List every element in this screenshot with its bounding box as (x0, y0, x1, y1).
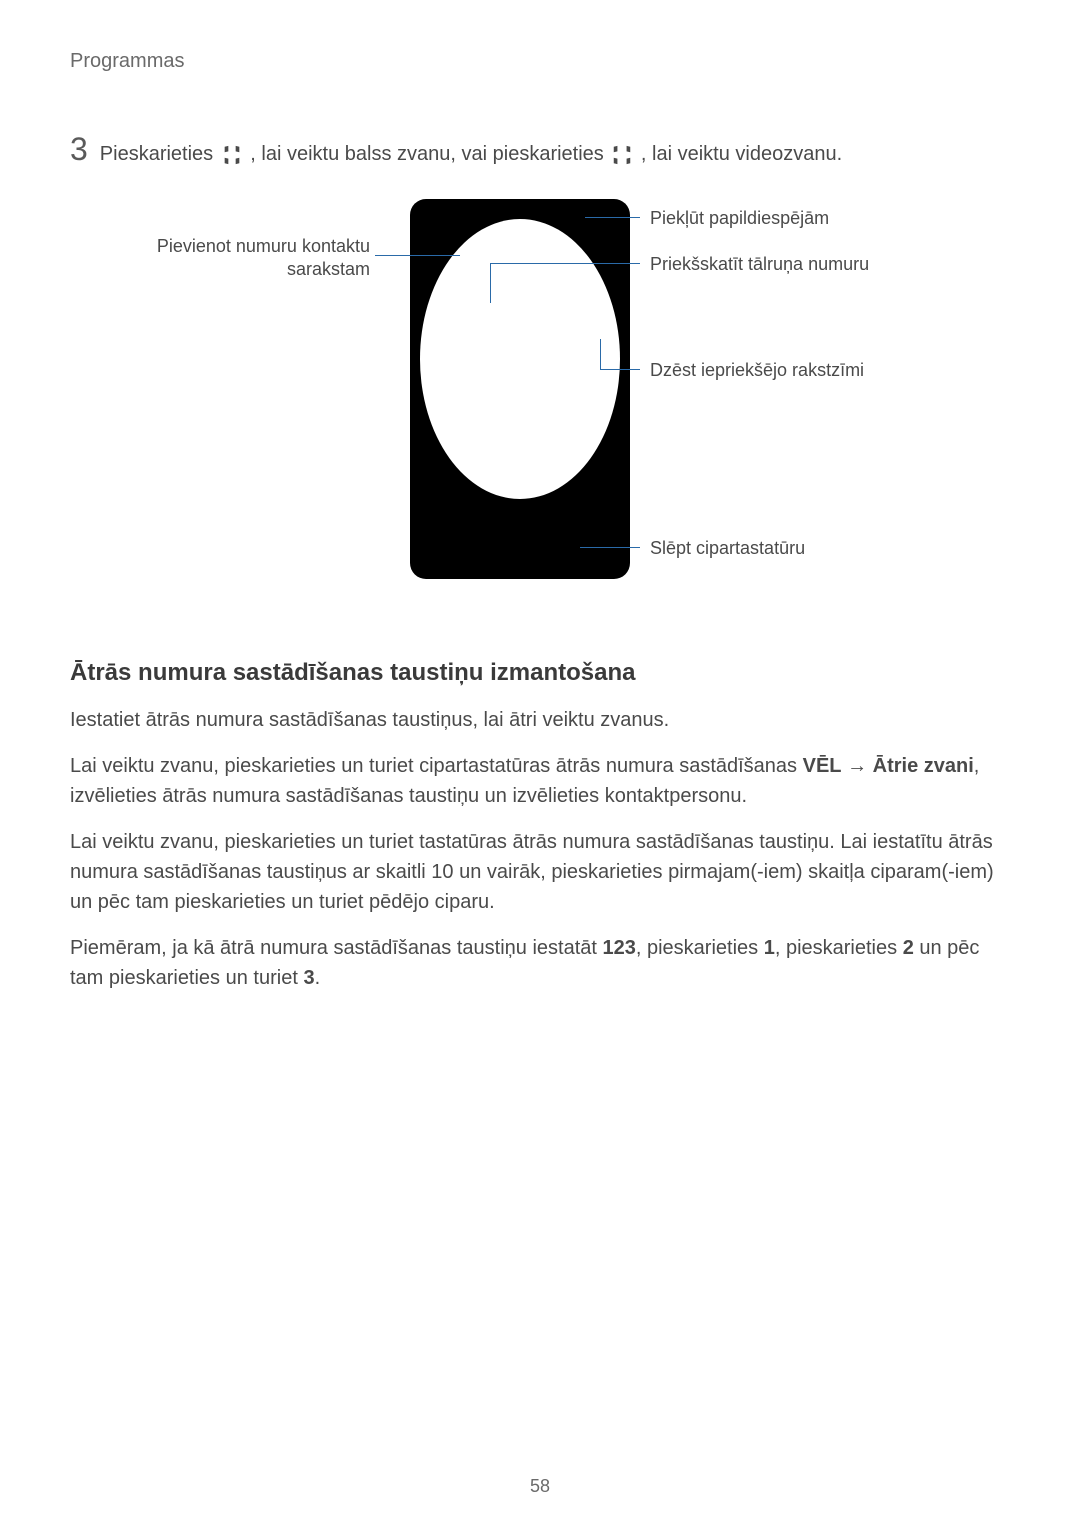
callout-line-right-2h (490, 263, 640, 264)
para-4-h: 3 (303, 967, 314, 989)
callout-line-right-3v (600, 339, 601, 369)
page-header: Programmas (70, 50, 1010, 73)
callout-line-left-1 (375, 255, 460, 256)
callout-line-right-1 (585, 217, 640, 218)
para-2-d: Ātrie zvani (873, 755, 974, 777)
step-row: 3 Pieskarieties , lai veiktu balss zvanu… (70, 133, 1010, 169)
para-2-a: Lai veiktu zvanu, pieskarieties un turie… (70, 755, 803, 777)
section-heading: Ātrās numura sastādīšanas taustiņu izman… (70, 659, 1010, 687)
callout-line-right-4 (580, 547, 640, 548)
step-text: Pieskarieties , lai veiktu balss zvanu, … (100, 133, 842, 169)
watch-body (410, 199, 630, 579)
video-call-icon (611, 144, 633, 166)
para-4-a: Piemēram, ja kā ātrā numura sastādīšanas… (70, 937, 603, 959)
callout-add-contact: Pievienot numuru kontaktu sarakstam (130, 235, 370, 282)
para-2-b: VĒL (803, 755, 842, 777)
para-4-f: 2 (903, 937, 914, 959)
para-1: Iestatiet ātrās numura sastādīšanas taus… (70, 705, 1010, 735)
para-4: Piemēram, ja kā ātrā numura sastādīšanas… (70, 933, 1010, 993)
page-number: 58 (0, 1476, 1080, 1497)
callout-more-options: Piekļūt papildiespējām (650, 207, 829, 230)
step-number: 3 (70, 133, 88, 165)
para-4-e: , pieskarieties (775, 937, 903, 959)
para-2: Lai veiktu zvanu, pieskarieties un turie… (70, 751, 1010, 811)
device-diagram: Pievienot numuru kontaktu sarakstam Piek… (70, 199, 1010, 619)
callout-add-contact-line2: sarakstam (287, 259, 370, 279)
step-text-1: Pieskarieties (100, 143, 219, 165)
callout-delete-char: Dzēst iepriekšējo rakstzīmi (650, 359, 864, 382)
watch-face (420, 219, 620, 499)
callout-add-contact-line1: Pievienot numuru kontaktu (157, 236, 370, 256)
voice-call-icon (221, 144, 243, 166)
callout-preview-number: Priekšskatīt tālruņa numuru (650, 253, 869, 276)
para-4-i: . (315, 967, 321, 989)
step-text-2: , lai veiktu balss zvanu, vai pieskariet… (250, 143, 609, 165)
callout-line-right-3h (600, 369, 640, 370)
callout-line-right-2v (490, 263, 491, 303)
para-4-d: 1 (764, 937, 775, 959)
step-text-3: , lai veiktu videozvanu. (641, 143, 842, 165)
para-2-c: → (842, 755, 873, 777)
para-4-b: 123 (603, 937, 636, 959)
para-3: Lai veiktu zvanu, pieskarieties un turie… (70, 827, 1010, 917)
para-4-c: , pieskarieties (636, 937, 764, 959)
callout-hide-keypad: Slēpt cipartastatūru (650, 537, 805, 560)
